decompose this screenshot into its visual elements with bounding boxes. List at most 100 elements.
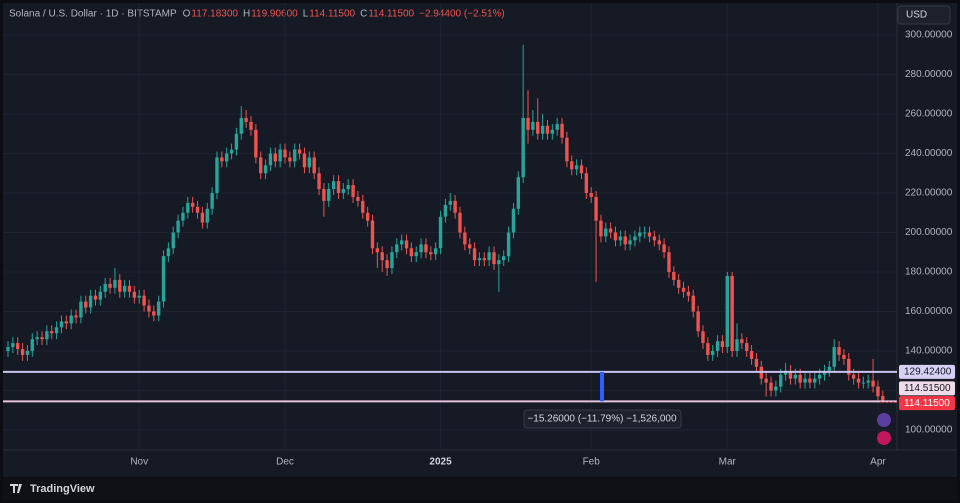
- candle-body: [453, 200, 457, 213]
- candle-body: [409, 248, 414, 257]
- candle-body: [69, 315, 73, 324]
- candle-body: [84, 301, 88, 308]
- candle-body: [851, 374, 856, 379]
- candle-body: [827, 366, 832, 371]
- candle-body: [696, 311, 700, 332]
- x-tick-label: Apr: [870, 457, 886, 468]
- candle-body: [317, 173, 321, 190]
- candle-body: [132, 291, 137, 298]
- candle-body: [521, 117, 525, 178]
- candle-body: [50, 331, 54, 334]
- candle-body: [531, 121, 535, 130]
- candle-body: [433, 248, 438, 255]
- candle-body: [249, 121, 253, 130]
- y-tick-label: 260.00000: [905, 109, 953, 120]
- candle-body: [429, 252, 433, 255]
- candle-body: [774, 386, 778, 391]
- candle-body: [881, 396, 885, 403]
- brand: TradingView: [30, 483, 95, 495]
- candle-body: [200, 212, 205, 223]
- candle-body: [205, 208, 209, 223]
- candle-body: [365, 212, 370, 221]
- candle-body: [749, 351, 754, 359]
- y-tick-label: 280.00000: [905, 69, 953, 80]
- price-tag: [899, 381, 955, 396]
- candle-body: [735, 339, 739, 351]
- candle-body: [613, 232, 618, 241]
- candle-body: [832, 347, 836, 367]
- candle-body: [536, 121, 540, 134]
- footer: [3, 478, 957, 500]
- candle-body: [11, 343, 15, 348]
- candle-body: [842, 354, 846, 359]
- x-tick-label: Dec: [276, 457, 294, 468]
- candle-body: [638, 232, 642, 237]
- candle-body: [103, 283, 107, 292]
- header-close: 114.11500: [368, 9, 414, 20]
- candle-body: [414, 252, 418, 257]
- candle-body: [438, 216, 443, 249]
- candle-body: [837, 347, 841, 355]
- candle-body: [395, 244, 399, 253]
- candle-body: [327, 189, 331, 201]
- candle-body: [448, 200, 452, 205]
- candle-body: [113, 279, 117, 288]
- candle-body: [468, 244, 472, 249]
- candle-body: [244, 117, 248, 122]
- currency-button[interactable]: [897, 5, 951, 25]
- candle-body: [346, 185, 350, 190]
- candle-body: [220, 157, 224, 162]
- candle-body: [147, 305, 151, 312]
- candle-body: [259, 157, 263, 174]
- candle-body: [574, 165, 579, 170]
- candle-body: [288, 157, 292, 162]
- candle-body: [740, 339, 744, 344]
- candle-body: [312, 157, 316, 174]
- candle-body: [45, 331, 49, 340]
- measure-box: [523, 409, 682, 429]
- candle-body: [254, 129, 258, 158]
- header-change: −2.94400 (−2.51%): [419, 9, 505, 20]
- candle-body: [691, 295, 695, 312]
- candle-body: [225, 153, 229, 162]
- candle-body: [16, 343, 20, 350]
- candle-body: [754, 358, 759, 367]
- candle-body: [681, 287, 686, 292]
- candle-body: [847, 358, 851, 375]
- candle-body: [127, 285, 132, 292]
- candle-body: [297, 149, 302, 154]
- y-tick-label: 220.00000: [905, 188, 953, 199]
- x-tick-label: 2025: [429, 457, 452, 468]
- candle-body: [152, 311, 156, 316]
- candle-body: [390, 252, 394, 269]
- candle-body: [497, 260, 501, 265]
- candle-body: [472, 248, 477, 261]
- candle-body: [118, 279, 122, 292]
- candle-body: [599, 220, 603, 237]
- candle-body: [633, 236, 637, 241]
- candle-body: [302, 153, 307, 168]
- candle-body: [361, 200, 365, 213]
- candle-body: [161, 256, 166, 302]
- candle-body: [229, 149, 234, 154]
- currency[interactable]: USD: [906, 10, 927, 21]
- candle-body: [458, 212, 462, 233]
- candle-body: [560, 123, 564, 138]
- candle-body: [701, 331, 705, 344]
- candle-body: [711, 351, 715, 355]
- candle-body: [25, 351, 30, 355]
- candle-body: [142, 295, 146, 306]
- candle-body: [239, 117, 243, 134]
- x-tick-label: Feb: [583, 457, 601, 468]
- candle-body: [730, 275, 734, 351]
- candle-body: [88, 295, 93, 308]
- candle-body: [331, 181, 336, 190]
- candle-body: [570, 161, 574, 170]
- candle-body: [215, 157, 219, 193]
- candle-body: [589, 193, 593, 197]
- candle-body: [181, 212, 185, 221]
- y-tick-label: 160.00000: [905, 306, 953, 317]
- candle-body: [672, 272, 676, 280]
